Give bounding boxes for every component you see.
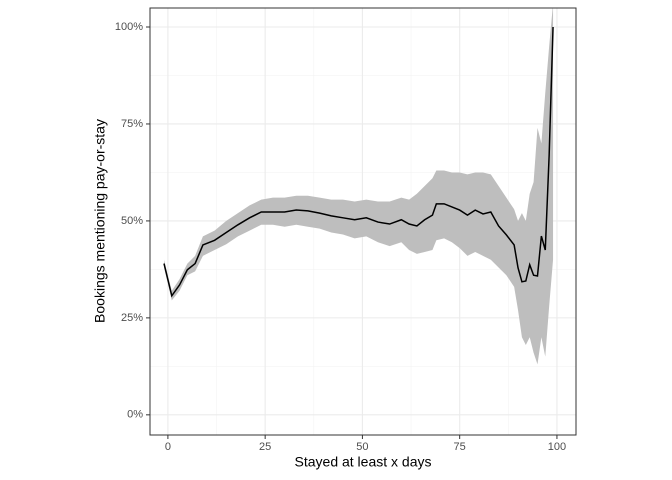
plot-area [163,8,554,365]
x-axis-title: Stayed at least x days [295,454,432,470]
x-tick-label: 100 [548,441,566,453]
axes: 0 25 50 75 100 0% 25% 50% 75% 100% [115,21,566,453]
x-tick-label: 75 [454,441,466,453]
x-tick-label: 0 [165,441,171,453]
data-line [163,26,554,298]
x-tick-label: 25 [259,441,271,453]
x-tick-label: 50 [356,441,368,453]
y-tick-label: 100% [115,21,143,33]
y-tick-label: 0% [127,409,143,421]
y-tick-label: 50% [121,215,143,227]
y-tick-label: 75% [121,118,143,130]
y-tick-label: 25% [121,312,143,324]
y-axis-title: Bookings mentioning pay-or-stay [92,119,108,323]
confidence-ribbon [164,8,554,365]
panel-border [149,7,577,436]
